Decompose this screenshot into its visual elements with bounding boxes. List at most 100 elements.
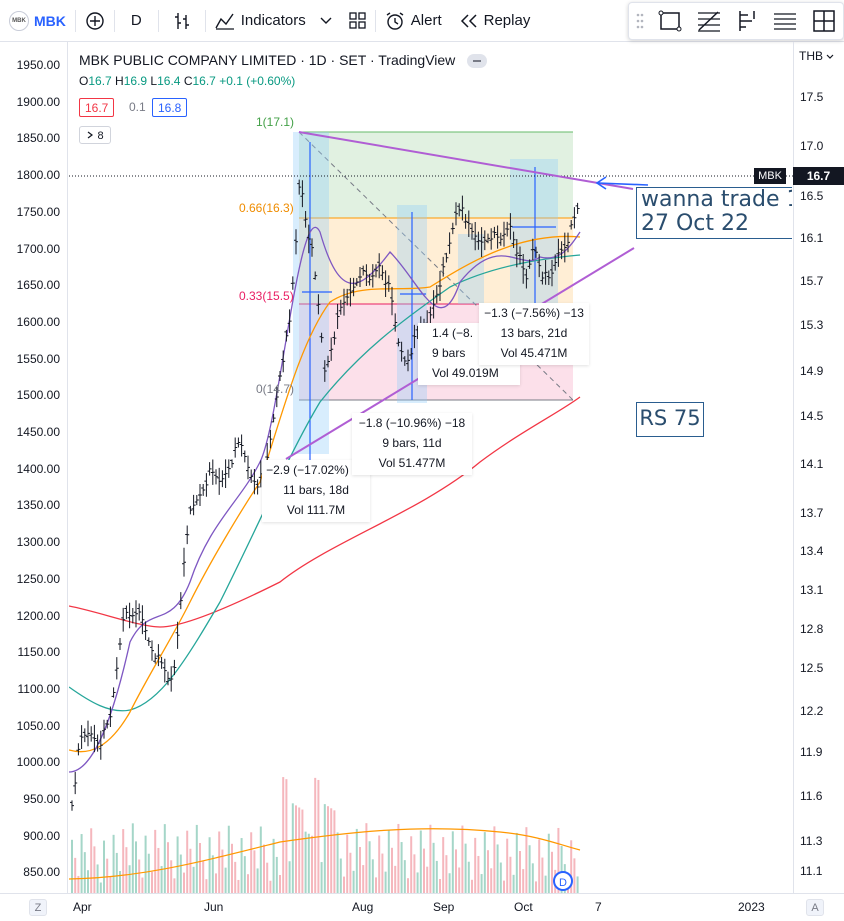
price-bar <box>102 719 106 739</box>
price-bar <box>326 355 330 368</box>
rectangle-tool-icon[interactable] <box>658 9 682 33</box>
price-bar <box>444 252 449 263</box>
drag-handle-icon[interactable] <box>636 12 644 30</box>
price-bar <box>175 621 180 649</box>
resistance-trendline[interactable] <box>298 131 634 190</box>
volume-bar <box>269 880 272 893</box>
chart-type-button[interactable] <box>159 0 205 42</box>
divider <box>113 9 115 32</box>
time-axis[interactable] <box>0 893 844 921</box>
left-axis-tick: 1600.00 <box>16 314 60 329</box>
indicators-button[interactable]: Indicators <box>206 0 341 42</box>
volume-bar <box>93 846 96 893</box>
auto-scale-button[interactable]: A <box>806 899 824 916</box>
price-bar <box>374 264 378 278</box>
currency-selector[interactable]: THB <box>799 49 834 63</box>
price-bar <box>534 246 538 258</box>
price-bar <box>319 332 324 343</box>
ma-200-line <box>69 396 581 628</box>
buy-button[interactable]: 16.8 <box>152 98 188 117</box>
price-bar <box>230 459 234 468</box>
left-axis-tick: 950.00 <box>23 792 60 806</box>
volume-bar <box>71 839 73 893</box>
layouts-button[interactable] <box>341 0 375 42</box>
price-bar <box>527 259 532 269</box>
volume-bar <box>371 859 374 893</box>
volume-bar <box>83 852 86 893</box>
volume-bar <box>551 851 553 893</box>
alert-button[interactable]: Alert <box>376 0 451 42</box>
volume-bar <box>263 844 265 893</box>
volume-bar <box>103 840 105 893</box>
volume-bar <box>429 824 432 893</box>
zoom-button[interactable]: Z <box>29 899 47 916</box>
volume-bar <box>570 840 573 893</box>
left-price-axis[interactable]: 1950.00 1900.00 1850.00 1800.00 1750.00 1700.… <box>0 42 68 893</box>
measure-box-3 <box>458 234 484 304</box>
volume-bar <box>343 876 345 893</box>
ohlc-values: O16.7 H16.9 L16.4 C16.7 +0.1 (+0.60%) <box>79 74 295 88</box>
volume-bar <box>525 827 528 893</box>
measure-bars: 9 bars, 11d <box>382 436 442 450</box>
volume-bar <box>275 856 278 893</box>
price-bar <box>172 659 177 676</box>
price-bar <box>399 341 404 362</box>
price-bar <box>306 224 311 254</box>
left-axis-tick: 1900.00 <box>16 94 60 109</box>
measure-arrow-2 <box>400 212 426 400</box>
price-bar <box>396 338 401 347</box>
symbol-price-tag: MBK <box>754 168 786 184</box>
price-bar <box>143 621 148 641</box>
price-bar <box>226 459 231 478</box>
price-bar <box>537 254 542 278</box>
fib-retracement-tool-icon[interactable] <box>696 9 722 33</box>
chart-title[interactable]: MBK PUBLIC COMPANY LIMITED · 1D · SET · … <box>79 52 488 69</box>
collapse-legend-button[interactable] <box>467 54 488 69</box>
divider <box>204 9 206 32</box>
price-bar <box>146 637 151 646</box>
volume-bar <box>557 827 560 893</box>
price-bar <box>473 222 478 251</box>
measure-box-1 <box>293 132 329 454</box>
high-label: H <box>115 74 124 88</box>
price-bar <box>546 270 551 286</box>
volume-bar <box>323 804 326 893</box>
left-axis-tick: 1450.00 <box>16 425 60 439</box>
price-bar <box>361 265 366 276</box>
volume-bar <box>448 873 451 893</box>
price-bar <box>566 232 570 253</box>
rs-note[interactable]: RS 75 <box>636 402 704 437</box>
sell-button[interactable]: 16.7 <box>79 98 115 117</box>
right-price-axis[interactable] <box>793 42 844 893</box>
right-axis-tick: 15.7 <box>800 274 824 288</box>
volume-bar <box>186 830 189 893</box>
price-bar <box>70 800 74 811</box>
price-bar <box>271 413 276 423</box>
parallel-channel-tool-icon[interactable] <box>772 9 798 33</box>
compare-button[interactable] <box>76 0 114 42</box>
measure-label-4: −1.3 (−7.56%) −13 13 bars, 21d Vol 45.47… <box>479 303 589 365</box>
price-bar <box>518 246 522 265</box>
volume-bar <box>74 857 77 893</box>
dividend-badge[interactable]: D <box>553 871 573 891</box>
volume-bar <box>355 828 358 893</box>
price-bar <box>249 469 254 483</box>
price-bar <box>198 484 202 506</box>
price-bar <box>255 479 260 495</box>
indicators-toggle[interactable]: 8 <box>79 126 111 144</box>
volume-bar <box>474 837 477 893</box>
symbol-search[interactable]: MBK MBK <box>0 0 75 42</box>
volume-bar <box>339 858 342 893</box>
replay-button[interactable]: Replay <box>451 0 540 42</box>
add-shape-tool-icon[interactable] <box>812 9 836 33</box>
indicators-count: 8 <box>97 130 104 142</box>
interval-button[interactable]: D <box>115 0 158 42</box>
volume-bar <box>576 876 579 893</box>
price-bar <box>470 223 474 240</box>
indicators-icon <box>215 13 234 30</box>
trade-note[interactable]: wanna trade 1 27 Oct 22 <box>636 187 792 239</box>
price-bar <box>358 267 362 287</box>
long-position-tool-icon[interactable] <box>736 9 758 33</box>
time-axis-tick: Apr <box>73 900 92 914</box>
volume-bar <box>336 832 339 893</box>
